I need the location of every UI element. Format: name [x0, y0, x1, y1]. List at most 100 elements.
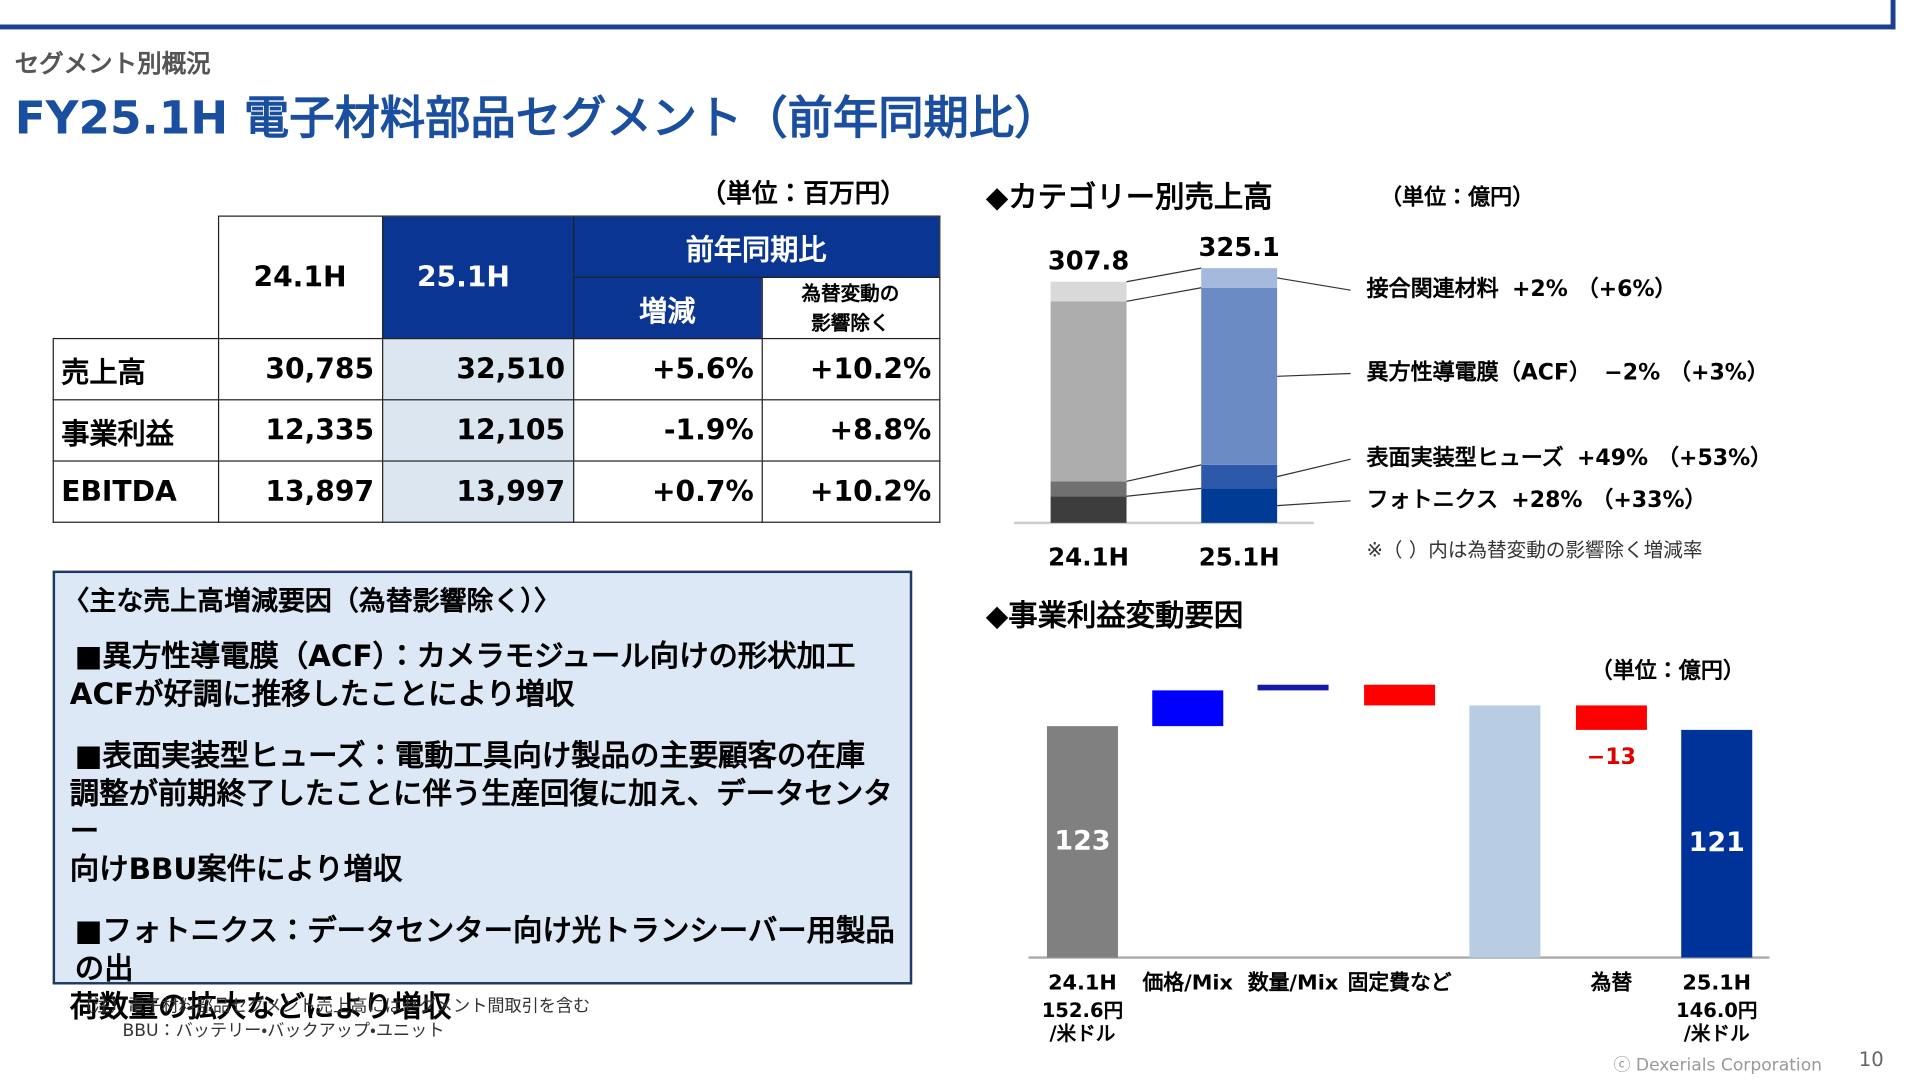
- factor-item: ■フォトニクス：データセンター向け光トランシーバー用製品の出 荷数量の拡大などによ…: [55, 912, 910, 1026]
- table-cell: 12,105: [381, 399, 574, 462]
- leader: [1277, 458, 1351, 478]
- legend-text: +28%: [1511, 488, 1582, 513]
- legend-text: （+3%）: [1669, 360, 1769, 385]
- x-tick-label: 25.1H: [1682, 970, 1751, 994]
- chart-unit: （単位：億円）: [1591, 658, 1745, 684]
- table-row: 売上高 30,785 32,510 +5.6% +10.2%: [52, 337, 940, 401]
- column-header: 24.1H: [217, 215, 383, 340]
- leader: [1277, 372, 1351, 377]
- factor-line: 荷数量の拡大などにより増収: [69, 989, 452, 1024]
- factor-item: ■異方性導電膜（ACF）：カメラモジュール向けの形状加工 ACFが好調に推移したこ…: [55, 638, 910, 714]
- series-label: 表面実装型ヒューズ +49% （+53%）: [1366, 445, 1773, 471]
- connector: [1126, 287, 1202, 302]
- x-tick-note: 152.6円: [1042, 999, 1124, 1022]
- table-unit: （単位：百万円）: [700, 178, 907, 209]
- legend-text: フォトニクス: [1367, 488, 1499, 513]
- table-cell: 12,335: [217, 399, 383, 462]
- row-header: 事業利益: [52, 399, 219, 462]
- factors-box: 〈主な売上高増減要因（為替影響除く）〉 ■異方性導電膜（ACF）：カメラモジュール…: [52, 570, 913, 1024]
- total-label: 325.1: [1199, 233, 1280, 263]
- legend-text: +49%: [1577, 446, 1648, 471]
- stack-segment: [1050, 481, 1127, 497]
- section-label: セグメント別概況: [14, 48, 211, 79]
- slide-title: FY25.1H 電子材料部品セグメント（前年同期比）: [14, 91, 1060, 145]
- total-label: 307.8: [1048, 247, 1129, 277]
- copyright: ⓒ Dexerials Corporation: [1613, 1055, 1822, 1075]
- legend-text: （+53%）: [1657, 446, 1772, 471]
- chart-title: ◆事業利益変動要因: [986, 599, 1244, 633]
- factor-line: ■異方性導電膜（ACF）：カメラモジュール向けの形状加工: [74, 639, 856, 674]
- x-tick-label: 24.1H: [1048, 970, 1117, 994]
- stack-segment: [1201, 268, 1278, 288]
- x-tick-note: 146.0円: [1676, 999, 1758, 1022]
- table-cell: 13,997: [381, 460, 574, 523]
- table-body: 売上高 30,785 32,510 +5.6% +10.2% 事業利益 12,335 12,1…: [52, 337, 940, 523]
- table-cell: +0.7%: [572, 460, 763, 523]
- legend-text: −2%: [1604, 360, 1660, 385]
- side-rule: [1890, 0, 1896, 30]
- leader: [1277, 277, 1351, 291]
- factor-item: ■表面実装型ヒューズ：電動工具向け製品の主要顧客の在庫 調整が前期終了したことに伴…: [55, 737, 910, 889]
- waterfall-bar: [1257, 684, 1329, 691]
- legend-text: （+33%）: [1591, 488, 1706, 513]
- x-tick-label: 価格/Mix: [1142, 970, 1234, 994]
- table-cell: 13,897: [217, 460, 383, 523]
- stack-segment: [1050, 301, 1127, 482]
- box-heading: 〈主な売上高増減要因（為替影響除く）〉: [62, 586, 561, 618]
- x-tick-note: /米ドル: [1050, 1022, 1116, 1045]
- table-cell: +10.2%: [761, 337, 940, 401]
- connector: [1126, 267, 1202, 283]
- corner-cell: [53, 216, 219, 340]
- waterfall-bar: [1046, 726, 1118, 958]
- table-row: 事業利益 12,335 12,105 -1.9% +8.8%: [52, 399, 940, 462]
- table-cell: +10.2%: [761, 460, 940, 523]
- legend-text: 表面実装型ヒューズ: [1366, 445, 1564, 471]
- waterfall-bar: [1364, 684, 1436, 706]
- x-tick-label: 24.1H: [1048, 542, 1129, 571]
- header-line: 影響除く: [811, 310, 890, 334]
- data-table: 24.1H 25.1H 前年同期比 増減 為替変動の 影響除く 売上高 30,785…: [52, 215, 940, 523]
- legend-text: 異方性導電膜（ACF）: [1367, 359, 1592, 385]
- column-header: 為替変動の 影響除く: [761, 276, 940, 340]
- legend-text: 接合関連材料: [1367, 276, 1499, 302]
- x-tick-label: 25.1H: [1199, 542, 1280, 571]
- connector: [1126, 487, 1202, 497]
- x-tick-note: /米ドル: [1684, 1022, 1750, 1045]
- top-rule: [0, 24, 1896, 30]
- chart-unit: （単位：億円）: [1380, 184, 1534, 210]
- chart-note: ※（ ）内は為替変動の影響除く増減率: [1367, 539, 1703, 562]
- stack-segment: [1201, 464, 1278, 489]
- waterfall-bar: [1469, 705, 1541, 958]
- legend-text: （+6%）: [1577, 277, 1677, 302]
- waterfall-bar: [1575, 705, 1647, 730]
- x-tick-label: 数量/Mix: [1248, 970, 1339, 994]
- factor-line: 向けBBU案件により増収: [69, 852, 403, 887]
- series-label: フォトニクス +28% （+33%）: [1367, 488, 1707, 513]
- table-cell: -1.9%: [572, 399, 763, 462]
- factor-line: ■フォトニクス：データセンター向け光トランシーバー用製品の出: [74, 913, 895, 986]
- x-tick-label: 為替: [1590, 970, 1633, 994]
- value-label: −13: [1587, 745, 1636, 770]
- stack-segment: [1201, 287, 1278, 465]
- stack-segment: [1201, 488, 1278, 523]
- row-header: 売上高: [52, 337, 219, 401]
- table-cell: +5.6%: [572, 337, 763, 401]
- value-label: 123: [1054, 825, 1110, 856]
- column-header: 25.1H: [381, 215, 574, 340]
- stack-segment: [1050, 496, 1127, 523]
- chart-title: ◆カテゴリー別売上高: [986, 180, 1273, 214]
- table-cell: 32,510: [381, 337, 574, 401]
- column-header: 増減: [572, 276, 763, 340]
- stack-segment: [1050, 281, 1127, 302]
- series-label: 接合関連材料 +2% （+6%）: [1367, 276, 1677, 302]
- notes: （注）電子材料部品セグメント売上高にはセグメント間取引を含む BBU：バッテリー…: [76, 994, 590, 1043]
- note: BBU：バッテリー・バックアップ・ユニット: [122, 1021, 445, 1041]
- note: （注）電子材料部品セグメント売上高にはセグメント間取引を含む: [75, 996, 591, 1017]
- factor-line: ACFが好調に推移したことにより増収: [69, 677, 575, 712]
- factor-line: 調整が前期終了したことに伴う生産回復に加え、データセンター: [69, 776, 893, 849]
- factor-line: ■表面実装型ヒューズ：電動工具向け製品の主要顧客の在庫: [74, 738, 866, 773]
- x-tick-label: 固定費など: [1348, 970, 1452, 994]
